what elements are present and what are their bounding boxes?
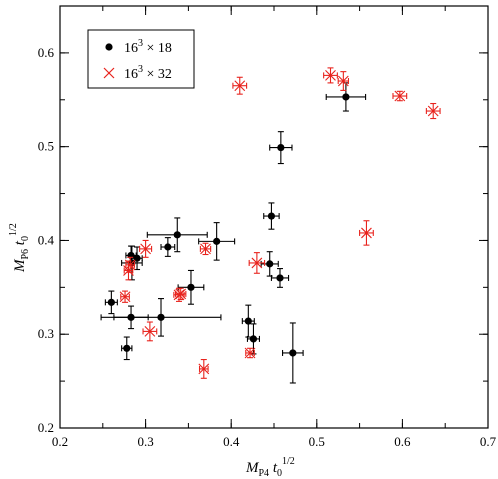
cross-marker — [124, 259, 136, 271]
data-point-cross — [323, 67, 338, 84]
y-tick-label: 0.2 — [38, 420, 54, 435]
x-tick-label: 0.7 — [480, 434, 497, 449]
data-point-cross — [119, 290, 131, 303]
x-tick-label: 0.6 — [394, 434, 411, 449]
cross-marker — [427, 105, 439, 117]
circle-marker — [187, 283, 195, 291]
cross-marker — [140, 243, 151, 255]
legend-label-series-1: 163 × 18 — [124, 38, 172, 56]
circle-marker — [164, 243, 172, 251]
cross-marker — [361, 227, 372, 239]
x-tick-label: 0.4 — [223, 434, 240, 449]
data-point-cross — [337, 71, 350, 91]
circle-marker — [249, 335, 258, 343]
data-point-cross — [123, 260, 134, 281]
axis-ticks: 0.2 0.3 0.4 0.5 0.6 0.7 0.2 0.3 0.4 0.5 0.6 — [38, 5, 497, 449]
x-axis-label: MP4 t01/2 — [245, 456, 295, 479]
cross-marker — [144, 326, 156, 337]
cross-marker — [325, 70, 336, 81]
data-point-cross — [232, 76, 248, 95]
data-point-circle — [241, 304, 255, 338]
data-point-cross — [142, 321, 158, 342]
cross-marker — [198, 363, 210, 375]
circle-marker — [267, 212, 276, 220]
data-point-circle — [146, 217, 208, 253]
cross-marker — [251, 257, 263, 269]
data-point-cross — [244, 347, 256, 359]
cross-marker — [200, 243, 211, 255]
legend-label-series-2: 163 × 32 — [124, 64, 172, 82]
data-point-circle — [282, 322, 304, 384]
data-point-circle — [100, 298, 222, 337]
circle-marker — [173, 231, 181, 239]
legend-box — [87, 29, 195, 89]
cross-marker — [119, 291, 131, 303]
data-point-cross — [198, 358, 210, 379]
circle-marker — [157, 313, 165, 321]
series-2 — [119, 67, 441, 379]
cross-marker — [394, 90, 406, 102]
cross-marker — [175, 288, 187, 300]
legend-marker-series-1 — [105, 43, 113, 51]
data-point-circle — [263, 202, 280, 230]
x-tick-label: 0.2 — [52, 434, 68, 449]
y-tick-label: 0.6 — [38, 45, 55, 60]
circle-marker — [123, 344, 131, 352]
circle-marker — [107, 298, 115, 306]
circle-marker — [342, 93, 350, 101]
cross-marker — [234, 80, 246, 92]
circle-marker — [244, 317, 252, 325]
data-point-cross — [124, 256, 136, 273]
data-point-circle — [160, 237, 176, 257]
data-point-cross — [248, 252, 266, 274]
legend-marker-series-2 — [103, 67, 115, 79]
data-point-circle — [121, 336, 133, 361]
y-axis-label: MP6 t01/2 — [8, 223, 31, 273]
data-point-cross — [359, 220, 374, 246]
circle-marker — [277, 144, 285, 152]
circle-marker — [289, 349, 297, 357]
y-tick-label: 0.5 — [38, 139, 54, 154]
circle-marker — [213, 237, 221, 245]
data-point-circle — [177, 269, 205, 305]
cross-marker — [337, 75, 349, 87]
x-tick-label: 0.3 — [137, 434, 153, 449]
data-point-cross — [392, 90, 408, 102]
data-point-cross — [175, 287, 187, 301]
data-point-circle — [260, 251, 279, 277]
data-point-cross — [425, 102, 441, 120]
data-point-circle — [269, 131, 293, 165]
data-point-circle — [104, 290, 118, 315]
data-point-circle — [198, 222, 236, 261]
data-point-cross — [139, 239, 153, 258]
y-tick-label: 0.3 — [38, 326, 54, 341]
y-tick-label: 0.4 — [38, 232, 55, 247]
series-1 — [100, 82, 367, 384]
cross-marker — [244, 347, 256, 359]
data-point-cross — [199, 242, 212, 256]
circle-marker — [266, 260, 274, 268]
legend: 163 × 18 163 × 32 — [87, 29, 195, 89]
data-points — [100, 67, 441, 384]
data-point-circle — [270, 268, 290, 288]
data-point-circle — [325, 82, 367, 112]
x-tick-label: 0.5 — [309, 434, 325, 449]
circle-marker — [276, 274, 284, 282]
